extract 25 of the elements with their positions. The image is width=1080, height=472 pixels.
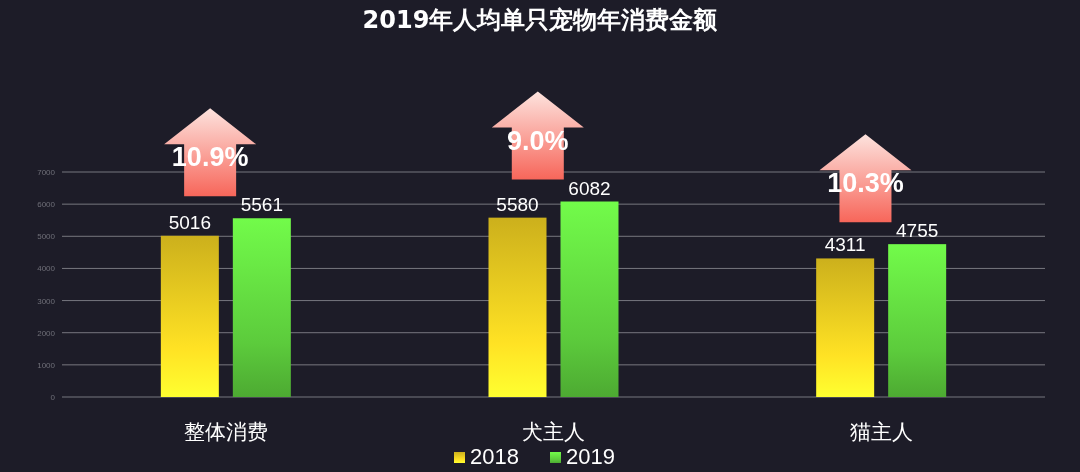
data-label: 4755 [896, 220, 939, 242]
data-label: 5580 [496, 193, 539, 215]
y-tick-label: 3000 [37, 296, 56, 306]
bar [888, 244, 947, 397]
y-tick-label: 5000 [37, 232, 56, 242]
y-tick-label: 6000 [37, 200, 56, 210]
bar [560, 201, 619, 397]
data-label: 5561 [240, 194, 283, 216]
y-tick-label: 2000 [37, 328, 56, 338]
data-label: 6082 [568, 177, 611, 199]
x-tick-label: 整体消费 [183, 420, 268, 444]
x-tick-label: 犬主人 [522, 420, 585, 444]
bar [816, 258, 875, 397]
y-tick-label: 7000 [37, 168, 56, 177]
x-tick-label: 猫主人 [849, 420, 913, 444]
data-label: 5016 [168, 211, 211, 233]
data-label: 4311 [824, 234, 866, 256]
bar [488, 217, 547, 397]
bar [232, 218, 291, 397]
legend-label: 2019 [566, 444, 615, 469]
y-tick-label: 4000 [37, 264, 56, 274]
legend-label: 2018 [470, 444, 519, 469]
bar [160, 235, 219, 397]
chart-title: 2019年人均单只宠物年消费金额 [362, 6, 719, 34]
y-tick-label: 1000 [37, 360, 56, 370]
